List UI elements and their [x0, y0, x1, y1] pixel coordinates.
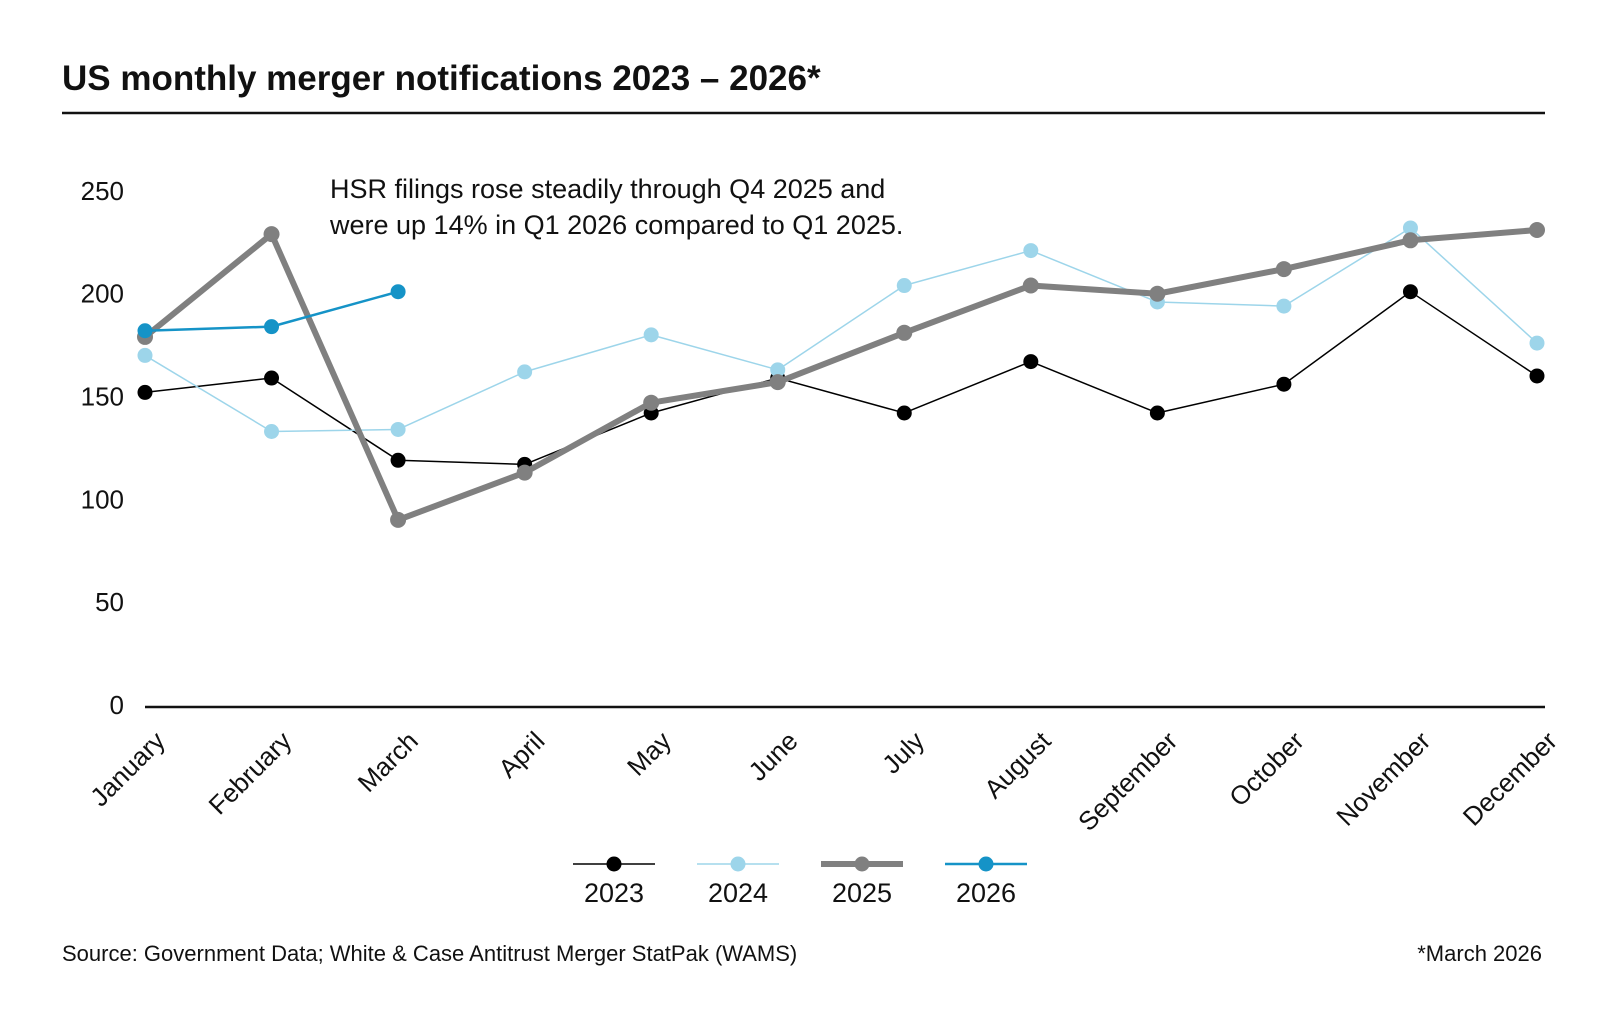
y-tick-label: 0 [110, 690, 124, 720]
series [137, 284, 1545, 472]
data-point [1023, 243, 1039, 259]
legend-label: 2025 [832, 878, 892, 908]
data-point [390, 421, 406, 437]
data-point [1023, 354, 1039, 370]
data-point [264, 370, 280, 386]
data-point [1529, 222, 1545, 239]
data-point [390, 511, 407, 528]
legend-marker [606, 856, 622, 872]
footnote: *March 2026 [1417, 941, 1542, 966]
data-point [896, 405, 912, 421]
series [137, 284, 406, 339]
data-point [1529, 368, 1545, 384]
x-tick-label: October [1223, 725, 1310, 812]
series [137, 222, 1545, 528]
data-point [1402, 284, 1418, 300]
legend-marker [854, 856, 870, 872]
series-line [144, 227, 1538, 433]
x-tick-label: January [84, 726, 171, 813]
source-note: Source: Government Data; White & Case An… [62, 941, 797, 966]
data-point [1149, 405, 1165, 421]
data-point [1149, 285, 1166, 302]
data-point [137, 347, 153, 363]
data-point [137, 323, 153, 339]
x-tick-label: August [978, 725, 1057, 804]
data-point [1276, 298, 1292, 314]
data-point [517, 364, 533, 380]
x-tick-label: December [1457, 725, 1563, 831]
y-tick-label: 150 [81, 381, 124, 411]
data-point [1529, 335, 1545, 351]
x-tick-label: May [621, 726, 677, 782]
legend-marker [978, 856, 994, 872]
data-point [390, 284, 406, 300]
x-tick-label: September [1072, 725, 1183, 836]
data-point [896, 278, 912, 294]
data-point [769, 374, 786, 391]
data-point [390, 452, 406, 468]
data-point [264, 319, 280, 335]
x-tick-label: April [492, 726, 550, 784]
y-tick-label: 250 [81, 176, 124, 206]
legend-label: 2024 [708, 878, 768, 908]
x-tick-label: July [876, 726, 930, 780]
x-tick-label: February [203, 726, 298, 821]
data-point [264, 423, 280, 439]
data-point [516, 464, 533, 481]
chart-title: US monthly merger notifications 2023 – 2… [62, 59, 821, 98]
data-point [263, 226, 280, 243]
data-point [1402, 232, 1419, 249]
data-point [643, 327, 659, 343]
legend-label: 2026 [956, 878, 1016, 908]
x-tick-label: June [742, 726, 803, 787]
data-point [1022, 277, 1039, 294]
data-point [1275, 261, 1292, 278]
data-point [1276, 376, 1292, 392]
legend-label: 2023 [584, 878, 644, 908]
data-point [770, 362, 786, 378]
annotation: were up 14% in Q1 2026 compared to Q1 20… [329, 210, 903, 240]
y-tick-label: 100 [81, 484, 124, 514]
data-point [896, 324, 913, 341]
data-point [137, 384, 153, 400]
data-point [1402, 220, 1418, 236]
y-tick-label: 50 [95, 587, 124, 617]
data-point [643, 394, 660, 411]
x-tick-label: March [352, 726, 424, 798]
annotation: HSR filings rose steadily through Q4 202… [330, 174, 885, 204]
y-tick-label: 200 [81, 279, 124, 309]
legend-marker [730, 856, 746, 872]
series-line [144, 290, 1538, 466]
series-line [143, 227, 1538, 523]
x-tick-label: November [1330, 725, 1436, 831]
